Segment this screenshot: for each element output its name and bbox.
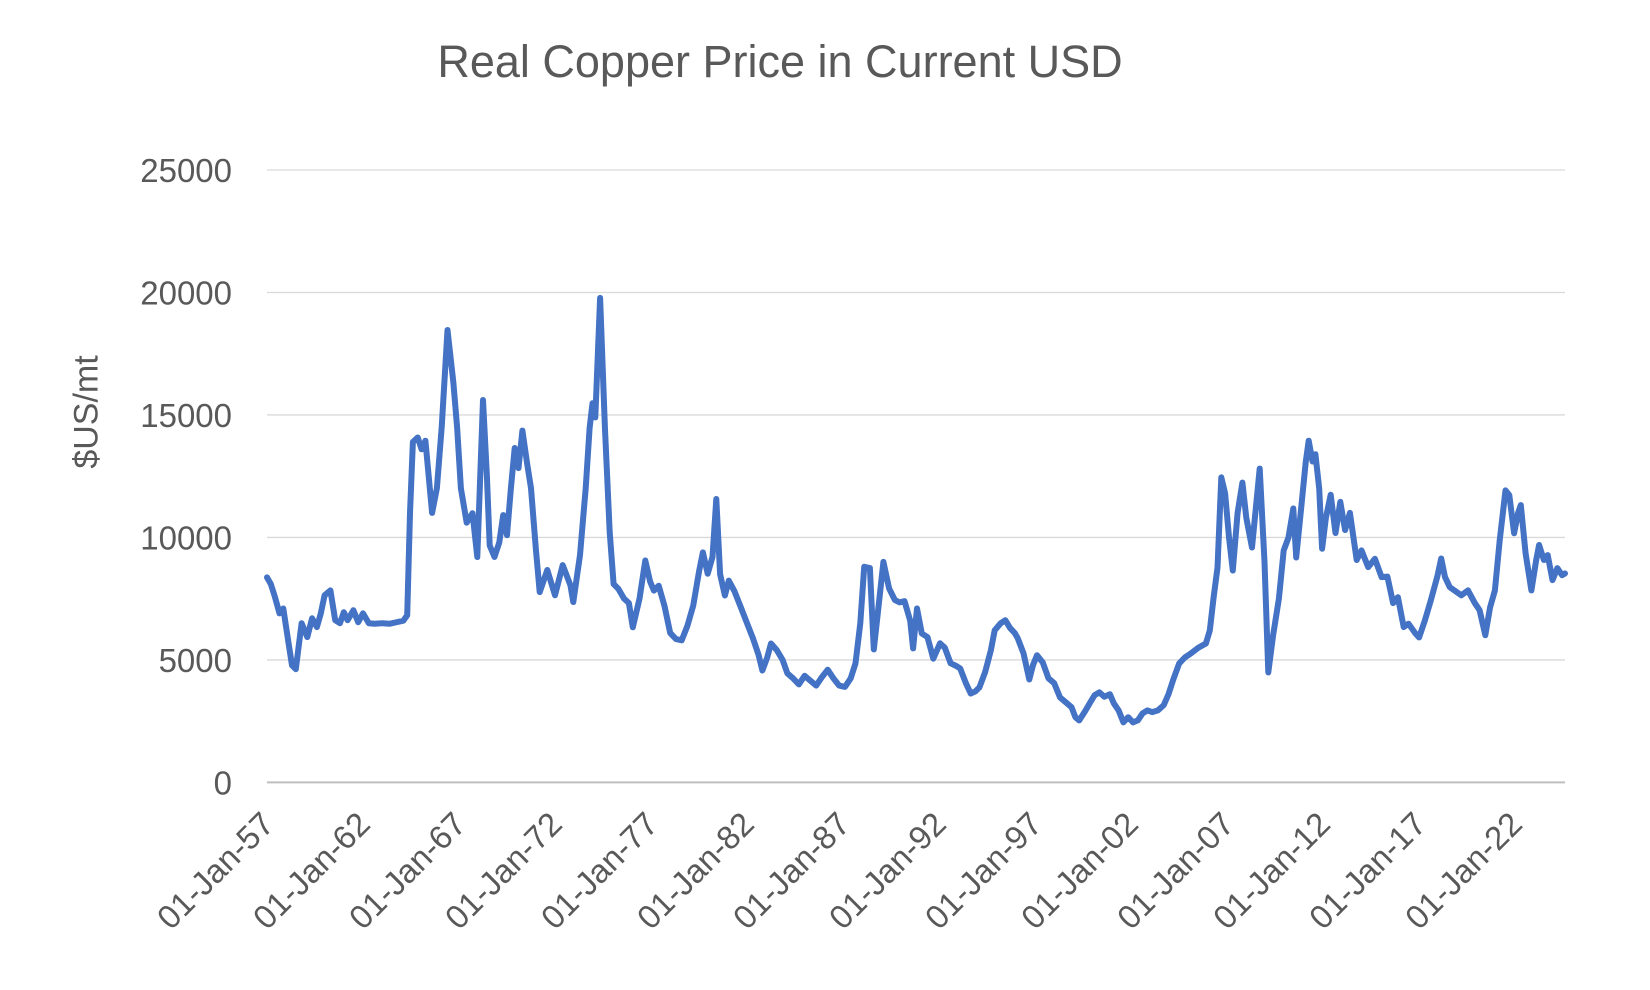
y-axis-tick-label: 10000 [140,519,232,556]
y-axis-tick-label: 20000 [140,274,232,311]
copper-price-line [264,294,1568,726]
y-axis-tick-label: 0 [214,764,232,801]
y-axis-tick-label: 15000 [140,397,232,434]
y-axis-tick-label: 5000 [159,642,232,679]
y-axis-tick-label: 25000 [140,152,232,189]
chart-title: Real Copper Price in Current USD [437,36,1123,87]
